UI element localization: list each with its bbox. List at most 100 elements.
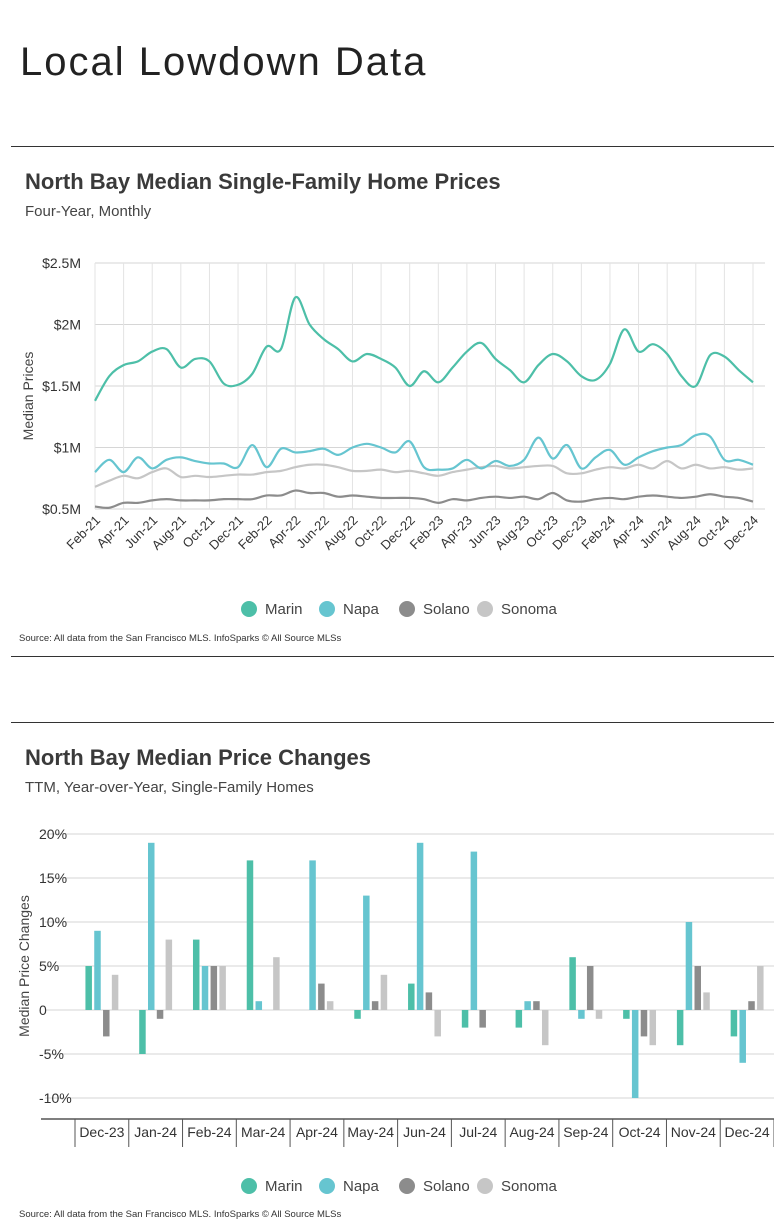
bar-sonoma-nov-24 bbox=[703, 992, 710, 1010]
x-tick-label: Dec-24 bbox=[725, 1124, 770, 1140]
bar-marin-jan-24 bbox=[139, 1010, 146, 1054]
series-line-sonoma bbox=[94, 459, 754, 488]
bar-marin-dec-23 bbox=[85, 966, 92, 1010]
line-chart-source: Source: All data from the San Francisco … bbox=[19, 633, 342, 644]
bar-sonoma-may-24 bbox=[380, 974, 388, 1010]
line-chart: $2.5M$2M$1.5M$1M$0.5MFeb-21Apr-21Jun-21A… bbox=[20, 255, 765, 618]
page-title: Local Lowdown Data bbox=[20, 40, 428, 84]
legend-marker-solano bbox=[399, 601, 415, 617]
bar-marin-aug-24 bbox=[515, 1010, 523, 1028]
series-line-solano bbox=[94, 489, 754, 510]
bar-solano-sep-24 bbox=[586, 966, 594, 1010]
bar-napa-jan-24 bbox=[148, 842, 155, 1010]
bar-napa-feb-24 bbox=[201, 966, 209, 1010]
y-tick-label: $1.5M bbox=[42, 378, 81, 394]
bar-napa-nov-24 bbox=[685, 922, 693, 1010]
y-tick-label: 0 bbox=[39, 1002, 47, 1018]
bar-sonoma-mar-24 bbox=[273, 957, 280, 1010]
line-chart-title: North Bay Median Single-Family Home Pric… bbox=[25, 169, 501, 194]
y-tick-label: $2.5M bbox=[42, 255, 81, 271]
y-tick-label: 15% bbox=[39, 870, 67, 886]
bar-napa-sep-24 bbox=[578, 1010, 585, 1019]
series-line-napa bbox=[94, 432, 754, 474]
y-tick-label: 20% bbox=[39, 826, 67, 842]
bar-solano-apr-24 bbox=[318, 983, 325, 1010]
x-tick-label: Jan-24 bbox=[134, 1124, 177, 1140]
bar-marin-sep-24 bbox=[569, 957, 576, 1010]
x-tick-label: Aug-24 bbox=[509, 1124, 554, 1140]
bar-solano-jan-24 bbox=[156, 1010, 164, 1019]
legend-marker-marin bbox=[241, 1178, 257, 1194]
bar-chart-subtitle: TTM, Year-over-Year, Single-Family Homes bbox=[25, 779, 314, 796]
bar-napa-jul-24 bbox=[470, 851, 478, 1010]
bar-marin-feb-24 bbox=[192, 939, 200, 1010]
line-chart-subtitle: Four-Year, Monthly bbox=[25, 203, 152, 220]
bar-sonoma-sep-24 bbox=[595, 1010, 603, 1019]
legend-marker-sonoma bbox=[477, 601, 493, 617]
bar-napa-apr-24 bbox=[309, 860, 316, 1010]
y-tick-label: -5% bbox=[39, 1046, 64, 1062]
bar-solano-dec-23 bbox=[103, 1010, 110, 1037]
bar-marin-dec-24 bbox=[730, 1010, 738, 1037]
legend-label-solano: Solano bbox=[423, 601, 470, 618]
legend-marker-napa bbox=[319, 1178, 335, 1194]
bar-marin-oct-24 bbox=[623, 1010, 630, 1019]
y-axis-label: Median Price Changes bbox=[16, 895, 32, 1037]
bar-solano-jul-24 bbox=[479, 1010, 486, 1028]
price-line-chart-panel: North Bay Median Single-Family Home Pric… bbox=[11, 146, 774, 657]
x-tick-label: Jun-24 bbox=[403, 1124, 446, 1140]
bar-marin-jul-24 bbox=[461, 1010, 469, 1028]
bar-sonoma-jan-24 bbox=[165, 939, 173, 1010]
bar-solano-nov-24 bbox=[694, 966, 701, 1010]
y-tick-label: 5% bbox=[39, 958, 59, 974]
bar-marin-jun-24 bbox=[408, 983, 415, 1010]
bar-napa-dec-24 bbox=[739, 1010, 746, 1063]
legend-label-napa: Napa bbox=[343, 1178, 380, 1195]
bar-napa-may-24 bbox=[363, 895, 370, 1010]
bar-sonoma-dec-24 bbox=[757, 966, 764, 1010]
x-tick-label: Feb-24 bbox=[187, 1124, 232, 1140]
x-tick-label: Jul-24 bbox=[459, 1124, 497, 1140]
y-tick-label: $1M bbox=[54, 440, 81, 456]
y-tick-label: $0.5M bbox=[42, 501, 81, 517]
bar-sonoma-oct-24 bbox=[649, 1010, 657, 1046]
bar-solano-may-24 bbox=[371, 1001, 379, 1010]
bar-solano-dec-24 bbox=[748, 1001, 755, 1010]
x-tick-label: Nov-24 bbox=[671, 1124, 716, 1140]
legend-label-sonoma: Sonoma bbox=[501, 1178, 558, 1195]
x-tick-label: May-24 bbox=[347, 1124, 394, 1140]
x-tick-label: Feb-21 bbox=[63, 513, 103, 553]
bar-marin-nov-24 bbox=[676, 1010, 684, 1046]
bar-solano-feb-24 bbox=[210, 966, 218, 1010]
bar-napa-oct-24 bbox=[631, 1010, 639, 1098]
bar-chart: 20% 15% 10% 5% 0 -5% -10% Median Price Changes D… bbox=[16, 826, 774, 1195]
legend-marker-napa bbox=[319, 601, 335, 617]
bar-sonoma-jun-24 bbox=[434, 1010, 441, 1037]
bar-chart-title: North Bay Median Price Changes bbox=[25, 745, 371, 770]
legend-label-solano: Solano bbox=[423, 1178, 470, 1195]
bar-napa-jun-24 bbox=[416, 842, 424, 1010]
x-tick-label: Dec-23 bbox=[79, 1124, 124, 1140]
bar-napa-mar-24 bbox=[255, 1001, 263, 1010]
x-tick-label: Oct-24 bbox=[619, 1124, 661, 1140]
bar-sonoma-aug-24 bbox=[541, 1010, 549, 1046]
bar-sonoma-feb-24 bbox=[219, 966, 226, 1010]
bar-sonoma-dec-23 bbox=[111, 974, 119, 1010]
legend-label-sonoma: Sonoma bbox=[501, 601, 558, 618]
series-line-marin bbox=[94, 296, 754, 402]
legend-marker-sonoma bbox=[477, 1178, 493, 1194]
bar-marin-mar-24 bbox=[246, 860, 254, 1010]
price-change-bar-chart-panel: North Bay Median Price Changes TTM, Year… bbox=[11, 722, 774, 1223]
legend-label-napa: Napa bbox=[343, 601, 380, 618]
legend-marker-solano bbox=[399, 1178, 415, 1194]
bar-solano-oct-24 bbox=[640, 1010, 648, 1037]
bar-solano-aug-24 bbox=[533, 1001, 540, 1010]
x-tick-label: Mar-24 bbox=[241, 1124, 286, 1140]
bar-marin-may-24 bbox=[354, 1010, 361, 1019]
legend-label-marin: Marin bbox=[265, 601, 303, 618]
bar-napa-dec-23 bbox=[94, 930, 101, 1010]
x-tick-label: Sep-24 bbox=[563, 1124, 608, 1140]
y-tick-label: $2M bbox=[54, 317, 81, 333]
bar-sonoma-apr-24 bbox=[326, 1001, 334, 1010]
legend-label-marin: Marin bbox=[265, 1178, 303, 1195]
